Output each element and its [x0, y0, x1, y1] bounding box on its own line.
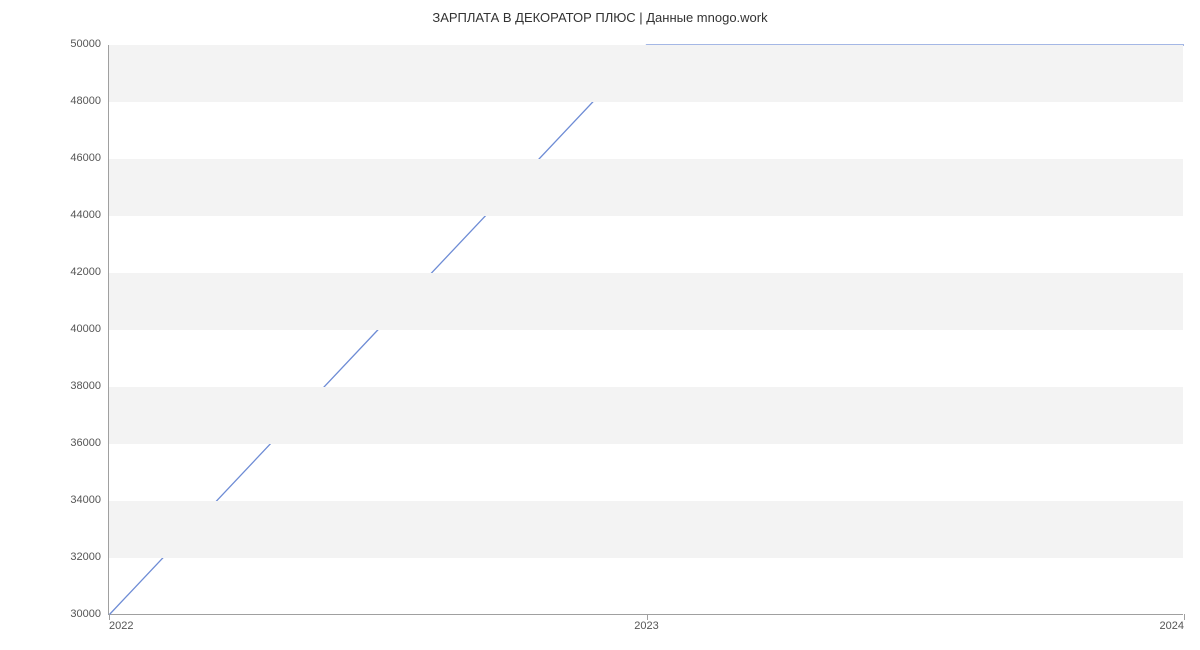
y-tick-label: 44000 [70, 209, 101, 221]
y-tick-label: 42000 [70, 266, 101, 278]
y-tick-label: 38000 [70, 380, 101, 392]
grid-band [109, 216, 1183, 273]
y-tick-label: 32000 [70, 551, 101, 563]
grid-band [109, 273, 1183, 330]
x-tick-label: 2024 [1160, 620, 1184, 632]
grid-band [109, 45, 1183, 102]
grid-band [109, 387, 1183, 444]
grid-band [109, 501, 1183, 558]
x-tick-label: 2022 [109, 620, 133, 632]
y-tick-label: 48000 [70, 95, 101, 107]
y-tick-label: 40000 [70, 323, 101, 335]
grid-band [109, 330, 1183, 387]
y-tick-label: 30000 [70, 608, 101, 620]
y-tick-label: 36000 [70, 437, 101, 449]
y-tick-label: 34000 [70, 494, 101, 506]
grid-band [109, 558, 1183, 615]
plot-area: 3000032000340003600038000400004200044000… [108, 45, 1183, 615]
grid-band [109, 159, 1183, 216]
grid-band [109, 444, 1183, 501]
chart-title: ЗАРПЛАТА В ДЕКОРАТОР ПЛЮС | Данные mnogo… [0, 10, 1200, 25]
y-tick-label: 50000 [70, 38, 101, 50]
x-tick-label: 2023 [634, 620, 658, 632]
y-tick-label: 46000 [70, 152, 101, 164]
grid-band [109, 102, 1183, 159]
x-tick-mark [1184, 614, 1185, 620]
